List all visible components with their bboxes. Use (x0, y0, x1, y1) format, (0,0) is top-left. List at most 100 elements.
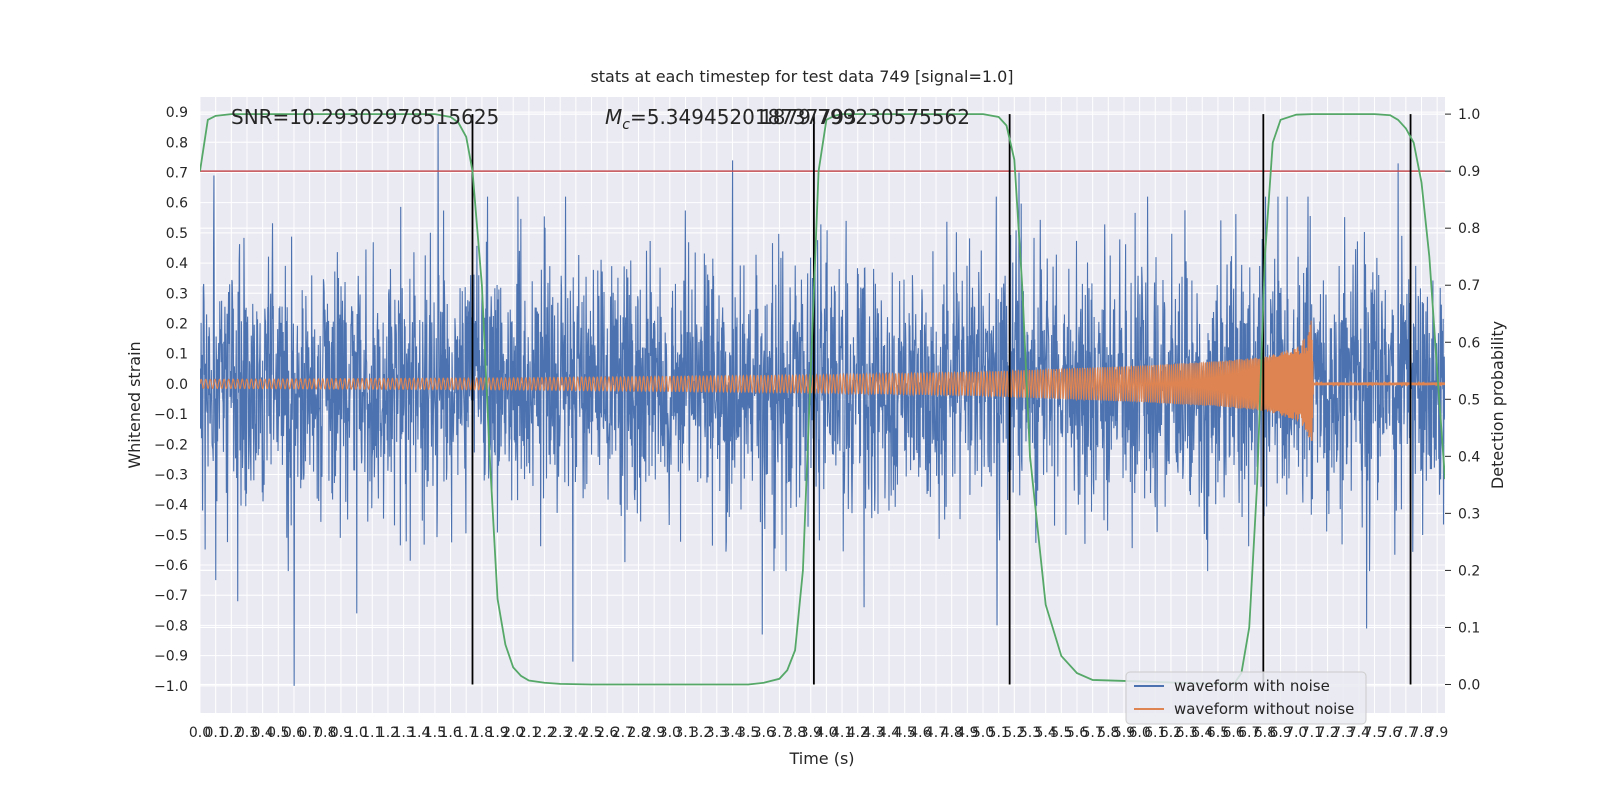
right-y-tick-label: 0.6 (1458, 335, 1480, 351)
x-tick-label: 4.6 (909, 725, 931, 741)
x-tick-label: 7.3 (1332, 725, 1354, 741)
annotation-chirp-mass: Mc=5.349452018737793 (605, 105, 857, 133)
x-tick-label: 2.8 (627, 725, 649, 741)
x-tick-label: 2.3 (549, 725, 571, 741)
x-tick-label: 4.5 (894, 725, 916, 741)
x-tick-label: 5.2 (1003, 725, 1025, 741)
x-tick-label: 6.6 (1222, 725, 1244, 741)
x-tick-label: 1.0 (345, 725, 367, 741)
x-tick-label: 1.2 (377, 725, 399, 741)
right-y-axis-label: Detection probability (1488, 321, 1507, 489)
x-tick-label: 0.0 (189, 725, 211, 741)
x-tick-label: 2.0 (502, 725, 524, 741)
x-tick-label: 5.9 (1113, 725, 1135, 741)
left-y-tick-label: −1.0 (154, 679, 188, 695)
x-tick-label: 2.1 (518, 725, 540, 741)
x-tick-label: 3.0 (659, 725, 681, 741)
left-y-tick-label: −0.5 (154, 528, 188, 544)
right-y-tick-label: 0.1 (1458, 620, 1480, 636)
x-tick-label: 0.2 (220, 725, 242, 741)
x-tick-label: 0.9 (330, 725, 352, 741)
left-y-tick-label: 0.0 (166, 377, 188, 393)
x-tick-label: 7.6 (1379, 725, 1401, 741)
series-detection-probability (200, 113, 1445, 686)
x-tick-label: 5.0 (972, 725, 994, 741)
x-tick-label: 2.7 (612, 725, 634, 741)
x-tick-label: 3.7 (768, 725, 790, 741)
right-y-axis-ticks: 0.0 0.1 0.2 0.3 0.4 0.5 0.6 0.7 0.8 0.9 1.0 (1445, 107, 1480, 693)
x-tick-label: 7.5 (1363, 725, 1385, 741)
x-tick-label: 3.4 (721, 725, 743, 741)
x-tick-label: 0.5 (267, 725, 289, 741)
x-tick-label: 3.5 (737, 725, 759, 741)
x-tick-label: 5.7 (1082, 725, 1104, 741)
right-y-tick-label: 0.5 (1458, 392, 1480, 408)
x-tick-label: 7.0 (1285, 725, 1307, 741)
x-tick-label: 7.4 (1348, 725, 1370, 741)
left-y-tick-label: 0.5 (166, 226, 188, 242)
x-tick-label: 1.6 (439, 725, 461, 741)
x-tick-label: 7.8 (1410, 725, 1432, 741)
detection-vertical-lines (471, 114, 1412, 685)
x-tick-label: 6.5 (1207, 725, 1229, 741)
right-y-tick-label: 0.3 (1458, 506, 1480, 522)
left-y-tick-label: 0.8 (166, 135, 188, 151)
chart-title: stats at each timestep for test data 749… (590, 67, 1013, 86)
x-tick-label: 5.4 (1035, 725, 1057, 741)
x-tick-label: 1.4 (408, 725, 430, 741)
x-tick-label: 6.9 (1269, 725, 1291, 741)
right-y-tick-label: 1.0 (1458, 107, 1480, 123)
left-y-tick-label: 0.4 (166, 256, 188, 272)
left-y-axis-label: Whitened strain (125, 341, 144, 468)
x-tick-label: 5.1 (988, 725, 1010, 741)
x-tick-label: 6.7 (1238, 725, 1260, 741)
x-tick-label: 4.3 (862, 725, 884, 741)
right-y-tick-label: 0.0 (1458, 677, 1480, 693)
x-tick-label: 0.3 (236, 725, 258, 741)
x-tick-label: 0.6 (283, 725, 305, 741)
left-y-tick-label: 0.7 (166, 165, 188, 181)
left-y-tick-label: −0.8 (154, 618, 188, 634)
series-waveform-without-noise (200, 320, 1445, 442)
x-tick-label: 3.9 (800, 725, 822, 741)
right-y-tick-label: 0.8 (1458, 221, 1480, 237)
left-y-tick-label: −0.7 (154, 588, 188, 604)
annotation-value: 1879.799230575562 (760, 105, 970, 129)
x-tick-label: 1.9 (486, 725, 508, 741)
x-tick-label: 4.1 (831, 725, 853, 741)
legend-label-waveform-without-noise: waveform without noise (1174, 700, 1354, 718)
x-tick-label: 5.6 (1066, 725, 1088, 741)
x-tick-label: 6.8 (1254, 725, 1276, 741)
left-y-tick-label: −0.4 (154, 498, 188, 514)
x-tick-label: 0.7 (298, 725, 320, 741)
x-tick-label: 6.2 (1160, 725, 1182, 741)
x-tick-label: 3.6 (753, 725, 775, 741)
x-tick-label: 2.4 (565, 725, 587, 741)
left-y-tick-label: −0.6 (154, 558, 188, 574)
legend-label-waveform-with-noise: waveform with noise (1174, 677, 1330, 695)
right-y-tick-label: 0.2 (1458, 563, 1480, 579)
x-tick-label: 1.3 (392, 725, 414, 741)
left-y-tick-label: −0.2 (154, 437, 188, 453)
x-axis-label: Time (s) (788, 749, 854, 768)
x-tick-label: 0.8 (314, 725, 336, 741)
x-tick-label: 5.5 (1050, 725, 1072, 741)
right-y-tick-label: 0.9 (1458, 164, 1480, 180)
x-tick-label: 6.0 (1128, 725, 1150, 741)
left-y-tick-label: 0.6 (166, 196, 188, 212)
annotation-snr: SNR=10.29302978515625 (231, 105, 499, 129)
x-tick-label: 7.9 (1426, 725, 1448, 741)
x-tick-label: 6.1 (1144, 725, 1166, 741)
left-y-tick-label: 0.9 (166, 105, 188, 121)
x-tick-label: 6.4 (1191, 725, 1213, 741)
x-tick-label: 6.3 (1175, 725, 1197, 741)
left-y-tick-label: −0.9 (154, 649, 188, 665)
x-tick-label: 1.7 (455, 725, 477, 741)
x-tick-label: 4.2 (847, 725, 869, 741)
left-y-tick-label: 0.1 (166, 347, 188, 363)
right-y-tick-label: 0.7 (1458, 278, 1480, 294)
x-tick-label: 1.8 (471, 725, 493, 741)
legend-box (1125, 671, 1367, 725)
left-y-tick-label: −0.1 (154, 407, 188, 423)
